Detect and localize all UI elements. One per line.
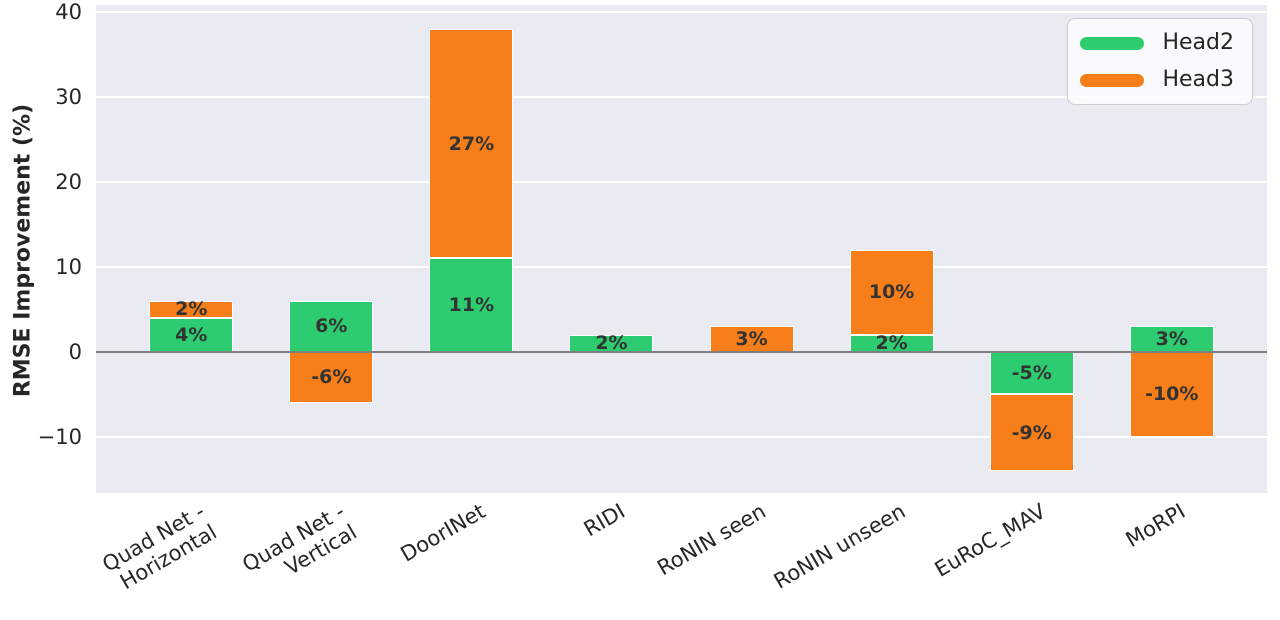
x-tick-label: MoRPI	[1121, 499, 1190, 552]
x-tick-label: RoNIN unseen	[769, 499, 910, 594]
bar-value-label: 3%	[735, 328, 768, 351]
x-tick-label: EuRoC_MAV	[930, 499, 1050, 582]
x-tick-label: Quad Net - Horizontal	[98, 499, 222, 595]
legend-swatch-head2	[1080, 36, 1145, 50]
legend-item-label: Head2	[1162, 30, 1234, 55]
bar-value-label: 10%	[868, 281, 915, 304]
bar-value-label: 6%	[315, 315, 348, 338]
x-tick: RoNIN seen	[637, 499, 770, 580]
bar-segment-head3-7	[1129, 351, 1214, 437]
bar-value-label: 4%	[175, 323, 208, 346]
gridline	[96, 265, 1267, 268]
bar-value-label: -10%	[1145, 383, 1199, 406]
gridline	[96, 95, 1267, 98]
gridline	[96, 180, 1267, 183]
x-tick: DoorINet	[384, 499, 489, 567]
bar-value-label: 27%	[448, 132, 495, 155]
bar-value-label: -5%	[1011, 362, 1052, 385]
legend-swatch-head3	[1080, 73, 1145, 87]
x-tick-label: Quad Net - Vertical	[238, 499, 362, 580]
bar-value-label: 2%	[595, 332, 628, 355]
bar-value-label: 2%	[875, 332, 908, 355]
bar-segment-head3-1	[289, 351, 374, 403]
bar-value-label: -9%	[1011, 421, 1052, 444]
x-tick: RoNIN unseen	[750, 499, 910, 594]
y-tick-label: 10	[55, 254, 82, 279]
gridline	[96, 435, 1267, 438]
y-tick-label: 20	[55, 169, 82, 194]
bar-value-label: 11%	[448, 294, 495, 317]
legend-item-head3: Head3	[1080, 67, 1234, 93]
y-tick-label: −10	[37, 424, 82, 449]
bar-segment-head3-5	[849, 249, 934, 335]
y-tick-label: 30	[55, 84, 82, 109]
gridline	[96, 10, 1267, 13]
y-tick-label: 0	[68, 339, 82, 364]
x-tick: EuRoC_MAV	[914, 499, 1050, 582]
legend-item-head2: Head2	[1080, 30, 1234, 56]
bar-value-label: -6%	[311, 366, 352, 389]
bar-segment-head3-2	[429, 28, 514, 259]
bar-value-label: 3%	[1155, 328, 1188, 351]
x-tick-label: DoorINet	[396, 499, 490, 567]
bar-segment-head2-1	[289, 300, 374, 352]
y-tick-label: 40	[55, 0, 82, 24]
bar-value-label: 2%	[175, 298, 208, 321]
x-tick-label: RIDI	[580, 499, 630, 542]
bar-segment-head3-6	[989, 394, 1074, 471]
bar-segment-head3-0	[149, 300, 234, 318]
legend-item-label: Head3	[1162, 67, 1234, 92]
x-tick: RIDI	[574, 499, 629, 541]
x-tick: MoRPI	[1113, 499, 1190, 552]
zero-line	[96, 350, 1267, 353]
x-tick: Quad Net - Vertical	[223, 499, 362, 580]
legend: Head2 Head3	[1067, 18, 1253, 105]
x-tick: Quad Net - Horizontal	[83, 499, 222, 594]
